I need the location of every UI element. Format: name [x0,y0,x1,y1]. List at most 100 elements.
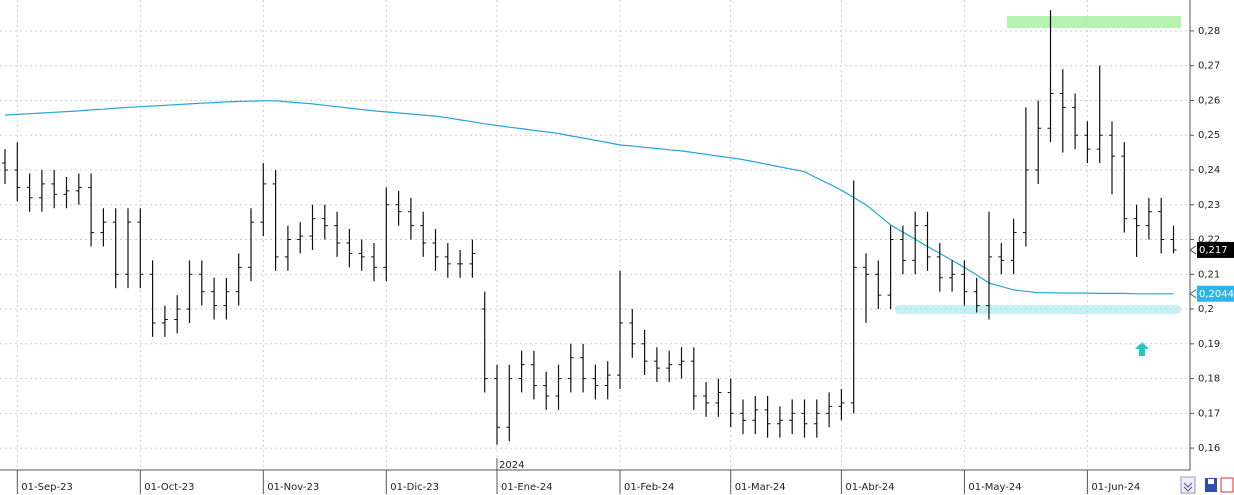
ohlc-bar [112,208,119,289]
scroll-button[interactable] [1180,476,1196,494]
ohlc-bar [321,204,328,240]
toolbar[interactable] [1180,476,1234,494]
ohlc-bar [26,173,33,212]
ohlc-bar [14,142,21,202]
ohlc-bar [494,364,500,445]
ohlc-bar [297,222,304,254]
ohlc-bar [1072,93,1079,150]
ohlc-bar [690,347,697,410]
ohlc-bar [51,169,58,209]
moving-average-line [4,100,1174,295]
scroll-icon [1183,482,1193,492]
ohlc-bar [764,395,771,438]
ohlc-bar [973,277,980,313]
ohlc-bar [653,347,660,383]
year-marker: 2024 [499,460,524,471]
ohlc-bar [592,364,599,400]
ohlc-bar [235,253,242,306]
ohlc-bar [752,395,759,435]
ohlc-bar [444,242,451,278]
ohlc-bar [740,399,746,435]
ohlc-bar [63,176,70,209]
y-tick-label: 0,17 [1198,408,1220,419]
ohlc-bar [1170,225,1177,254]
ma-price-label-box [1197,285,1234,302]
ohlc-bar [1084,121,1091,164]
ohlc-bar [776,406,783,438]
ohlc-bar [715,378,722,417]
ohlc-bar [1010,218,1017,275]
ohlc-bar [789,399,796,435]
x-tick-label: 01-Dic-23 [390,482,439,493]
ma-price-label-pointer [1189,289,1197,299]
ohlc-bar [272,169,279,271]
ohlc-bar [813,399,820,438]
ohlc-bar [604,361,611,400]
ohlc-bar [506,364,513,442]
ohlc-bar [961,260,968,306]
ohlc-bar [850,180,857,414]
ohlc-bar [666,350,673,383]
ohlc-bar [198,260,205,306]
ohlc-bar [1158,197,1165,254]
ohlc-bar [1022,107,1029,247]
ohlc-bar [678,347,685,379]
ohlc-bar [211,277,218,320]
save-icon [1208,479,1214,484]
ohlc-bar [518,350,525,393]
x-tick-label: 01-Feb-24 [624,482,674,493]
ohlc-bar [998,242,1005,275]
ohlc-bar [407,197,414,240]
ohlc-bar [383,187,390,282]
ohlc-bar [801,399,808,438]
ohlc-bar [284,225,291,271]
ohlc-bar [1035,100,1042,184]
ohlc-bar [530,350,537,400]
ohlc-bar [481,291,488,393]
y-tick-label: 0,16 [1198,443,1220,454]
ohlc-bar [912,211,919,275]
ohlc-bar [137,208,144,289]
ohlc-bar [432,229,439,271]
ohlc-bar [2,149,8,184]
ohlc-bar [543,371,550,410]
ohlc-bar [75,173,82,205]
last-price-label-box [1197,241,1234,258]
last-price-label-pointer [1189,245,1197,255]
ohlc-bar [1096,65,1103,164]
y-tick-label: 0,27 [1198,61,1220,72]
ma-price-label: 0,2044 [1199,289,1234,300]
y-tick-label: 0,2 [1198,304,1214,315]
ohlc-bar [358,239,365,271]
y-tick-label: 0,23 [1198,200,1220,211]
y-tick-label: 0,22 [1198,235,1220,246]
ohlc-bar [629,309,636,358]
y-tick-label: 0,25 [1198,130,1220,141]
ohlc-bar [174,295,181,334]
ohlc-bar [346,229,353,268]
ohlc-bar [420,211,427,257]
ohlc-bar [1047,10,1054,143]
ohlc-bar [309,204,316,250]
ohlc-bar [1121,142,1128,233]
ohlc-bar [875,260,882,310]
x-tick-label: 01-May-24 [968,482,1021,493]
ohlc-bar [703,382,710,417]
ohlc-bar [469,239,476,278]
ohlc-bar [641,329,648,376]
y-tick-label: 0,18 [1198,374,1220,385]
last-price-label: 0,217 [1199,245,1228,256]
x-tick-label: 01-Mar-24 [735,482,786,493]
ohlc-bar [260,163,267,237]
close-button[interactable] [1220,477,1234,493]
ohlc-bar [899,225,906,275]
ohlc-bar [986,211,992,320]
x-tick-label: 01-Ene-24 [501,482,552,493]
up-arrow [1135,342,1149,356]
ohlc-bar [617,270,623,390]
ohlc-bar [371,242,377,282]
x-tick-label: 01-Nov-23 [267,482,319,493]
ohlc-bar [186,260,193,323]
